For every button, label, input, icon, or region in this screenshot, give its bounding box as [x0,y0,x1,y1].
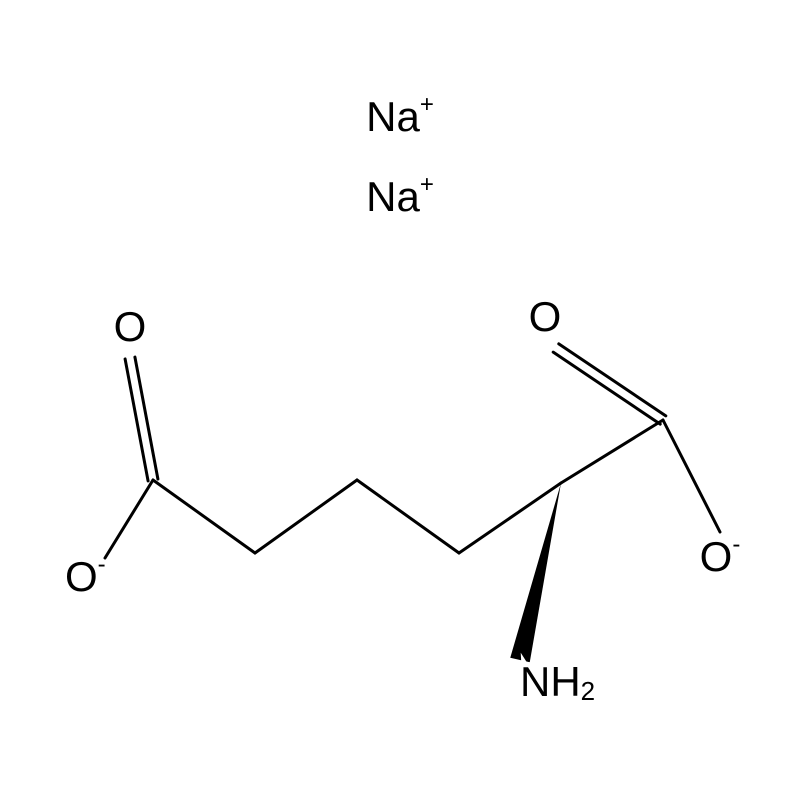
atom-O3: O [529,293,562,340]
atom-O1: O [114,303,147,350]
molecule-diagram: OOO-O-OOO-O-NH2NH2Na+Na+ [0,0,800,800]
